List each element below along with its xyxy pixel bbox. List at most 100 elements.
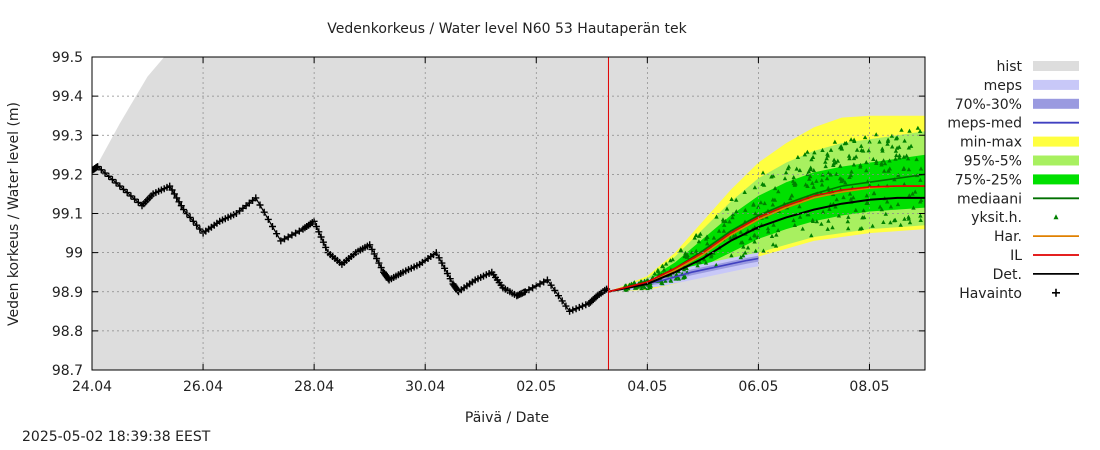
observation-point [281,235,288,243]
ensemble-member-point [918,199,923,204]
ensemble-member-point [910,191,915,196]
ensemble-member-point [776,189,781,194]
ensemble-member-point [864,193,869,198]
ensemble-member-point [734,209,739,214]
ensemble-member-point [848,196,854,201]
ensemble-member-point [885,141,890,146]
legend-entry-p7525: 75%-25% [955,172,1079,188]
ensemble-member-point [772,186,778,191]
x-tick-label: 24.04 [72,379,112,395]
observation-point [366,241,374,249]
observation-point [575,303,583,311]
ensemble-member-point [721,218,726,223]
ensemble-member-point [729,253,734,258]
ensemble-member-point [890,144,895,149]
ensemble-member-point [689,250,695,255]
observation-point [312,223,320,230]
ensemble-member-point [862,135,868,140]
ensemble-member-point [864,200,869,205]
observation-point [368,245,376,253]
legend-label: meps-med [947,116,1022,132]
chart-title: Vedenkorkeus / Water level N60 53 Hautap… [327,21,687,37]
legend-entry-havainto: Havainto [959,286,1060,302]
ensemble-member-point [722,222,727,227]
ensemble-member-point [880,146,885,151]
ensemble-member-point [741,244,746,249]
observation-point [256,201,264,209]
ensemble-member-point [835,158,840,163]
ensemble-member-point [902,216,907,221]
ensemble-member-point [832,139,838,144]
legend-label: meps [984,78,1022,94]
ensemble-member-point [797,168,803,173]
observation-point [134,198,142,206]
observation-point [319,238,327,246]
ensemble-member-point [904,153,909,158]
y-tick-label: 99.3 [52,128,83,144]
x-tick-label: 28.04 [294,379,334,395]
ensemble-member-point [639,286,644,291]
ensemble-member-point [874,159,879,164]
ensemble-member-point [847,191,853,196]
ensemble-member-point [862,215,867,220]
legend-entry-mepsmed: meps-med [947,116,1079,132]
ensemble-member-point [783,170,789,175]
ensemble-member-point [639,279,644,284]
ensemble-member-point [866,148,871,153]
ensemble-member-point [848,137,854,142]
ensemble-member-point [889,133,895,138]
ensemble-member-point [782,176,788,181]
ensemble-member-point [819,182,825,187]
ensemble-member-point [803,182,808,187]
legend-label: mediaani [957,191,1022,207]
ensemble-member-point [762,201,767,206]
ensemble-member-point [659,280,664,285]
ensemble-member-point [765,226,771,231]
ensemble-member-point [814,178,819,183]
ensemble-member-point [859,143,864,148]
legend-swatch [1033,136,1079,147]
legend-swatch [1033,155,1079,166]
observation-point [273,230,281,238]
ensemble-member-point [811,184,816,189]
observation-point [525,286,533,294]
plot-area: 98.7 98.8 98.9 99 99.1 99.2 99.3 99.4 99.5 24.04 2… [52,50,926,395]
ensemble-member-point [655,267,661,272]
ensemble-member-point [738,240,744,245]
ensemble-member-point [809,233,814,238]
ensemble-member-point [808,174,813,179]
legend-label: 70%-30% [955,97,1022,113]
ensemble-member-point [833,204,838,209]
ensemble-member-point [901,165,907,170]
ensemble-member-point [864,160,869,165]
y-tick-label: 99 [65,246,83,262]
observation-point [173,194,181,202]
observation-point [377,264,385,272]
timestamp: 2025-05-02 18:39:38 EEST [22,429,211,445]
ensemble-member-point [824,156,829,161]
y-tick-label: 98.7 [52,363,83,379]
ensemble-member-point [743,250,748,255]
ensemble-member-point [901,154,907,159]
ensemble-member-point [645,277,650,282]
ensemble-member-point [797,204,802,209]
legend-label: hist [996,59,1022,75]
ensemble-member-point [918,217,923,222]
legend-label: Det. [993,267,1022,283]
ensemble-member-point [849,169,854,174]
legend-entry-meps: meps [984,78,1079,94]
ensemble-member-point [899,127,904,132]
ensemble-member-point [684,254,689,259]
ensemble-member-point [851,195,856,200]
ensemble-member-point [663,261,669,266]
ensemble-member-point [772,197,778,202]
legend-label: Havainto [959,286,1022,302]
ensemble-member-point [846,214,851,219]
ensemble-member-point [906,167,912,172]
observation-point [370,250,378,258]
legend-entry-p955: 95%-5% [964,154,1079,170]
ensemble-member-point [843,180,848,185]
ensemble-member-point [834,171,839,176]
observation-point [566,307,574,315]
ensemble-member-point [696,239,702,244]
